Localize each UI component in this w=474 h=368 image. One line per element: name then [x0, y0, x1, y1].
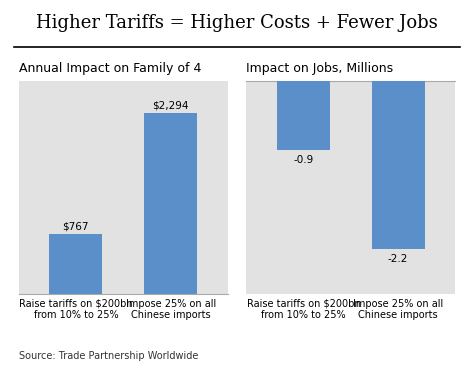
Text: Annual Impact on Family of 4: Annual Impact on Family of 4 — [19, 63, 201, 75]
Text: $2,294: $2,294 — [152, 101, 189, 111]
Text: -2.2: -2.2 — [388, 254, 408, 264]
Bar — [372, 81, 425, 249]
Bar — [277, 81, 330, 149]
Bar — [144, 113, 197, 294]
Text: Higher Tariffs = Higher Costs + Fewer Jobs: Higher Tariffs = Higher Costs + Fewer Jo… — [36, 14, 438, 32]
Text: Source: Trade Partnership Worldwide: Source: Trade Partnership Worldwide — [19, 351, 198, 361]
Text: -0.9: -0.9 — [293, 155, 313, 165]
Bar — [49, 234, 102, 294]
Text: Impact on Jobs, Millions: Impact on Jobs, Millions — [246, 63, 393, 75]
Text: $767: $767 — [63, 222, 89, 231]
